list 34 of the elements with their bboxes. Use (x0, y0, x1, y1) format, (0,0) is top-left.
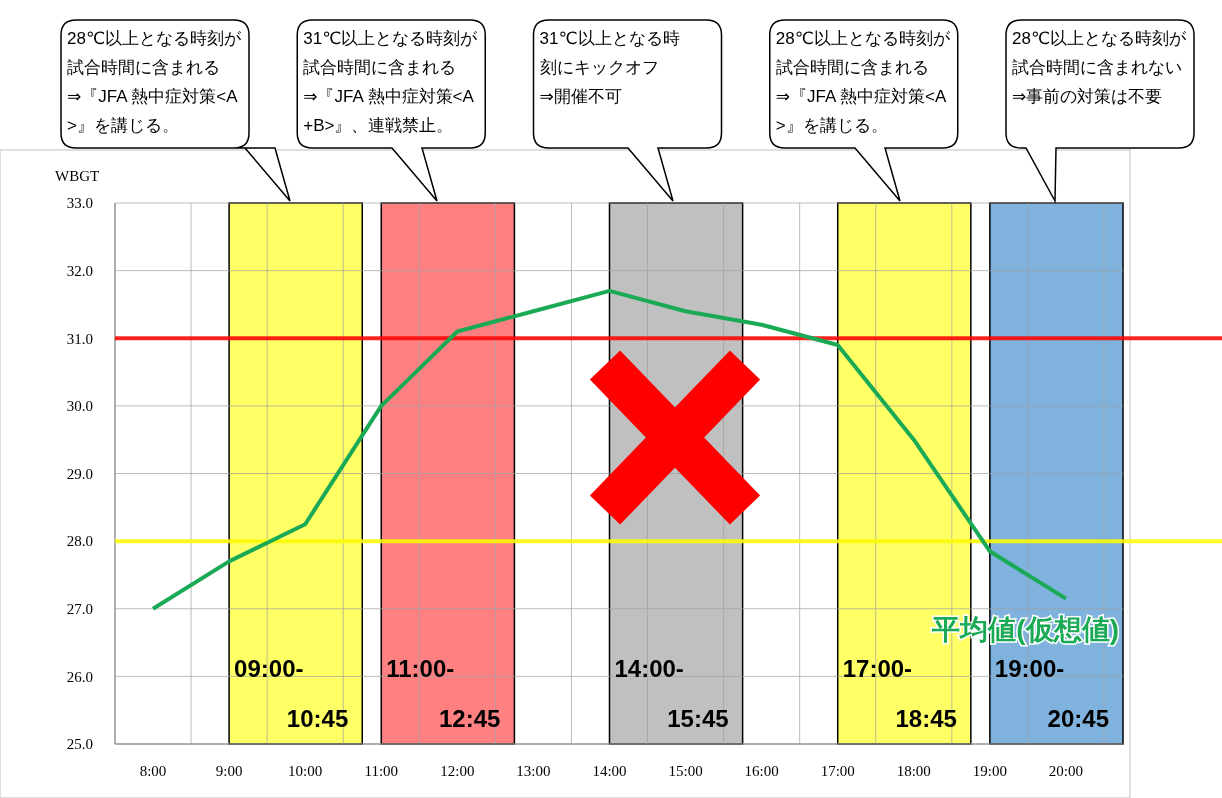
x-tick-label: 16:00 (744, 763, 779, 779)
text: 28℃以上となる時刻が試合時間に含まれない⇒事前の対策は不要 (1012, 29, 1187, 106)
y-tick-label: 28.0 (66, 533, 93, 550)
line-series (151, 288, 1068, 611)
x-tick-label: 15:00 (668, 763, 703, 779)
y-tick-label: 29.0 (66, 465, 93, 482)
band-label: 09:00- 10:45 (234, 655, 349, 732)
band-label: 14:00- 15:45 (614, 655, 729, 732)
x-tick-label: 17:00 (820, 763, 855, 779)
x-tick-label: 12:00 (440, 763, 475, 779)
y-tick-label: 33.0 (66, 195, 93, 212)
x-tick-label: 8:00 (139, 763, 167, 779)
y-tick-label: 26.0 (66, 668, 93, 685)
band-label: 19:00- 20:45 (994, 655, 1109, 732)
y-tick-label: 30.0 (66, 398, 93, 415)
y-tick-label: 27.0 (66, 601, 93, 617)
x-tick-label: 14:00 (592, 763, 627, 779)
text: 28℃以上となる時刻が試合時間に含まれる⇒『JFA 熱中症対策<A>』を講じる。 (775, 29, 951, 135)
text: 28℃以上となる時刻が試合時間に含まれる⇒『JFA 熱中症対策<A>』を講じる。 (67, 29, 242, 135)
band-label: 11:00- 12:45 (386, 655, 501, 732)
y-tick-label: 25.0 (66, 736, 93, 753)
x-tick-label: 13:00 (516, 763, 551, 779)
x-tick-label: 10:00 (288, 763, 323, 779)
y-tick-label: 31.0 (66, 330, 93, 347)
text: 31℃以上となる時刻が試合時間に含まれる⇒『JFA 熱中症対策<A+B>』、連戦禁止。 (303, 29, 479, 135)
y-axis-title: WBGT (55, 168, 100, 184)
text: 31℃以上となる時刻にキックオフ⇒開催不可 (539, 29, 680, 106)
x-tick-label: 11:00 (364, 763, 399, 779)
band-label: 17:00- 18:45 (842, 655, 957, 732)
x-tick-label: 18:00 (896, 763, 931, 779)
y-tick-label: 32.0 (66, 262, 93, 279)
x-tick-label: 20:00 (1048, 763, 1084, 779)
x-tick-label: 9:00 (215, 763, 243, 779)
x-tick-label: 19:00 (972, 763, 1007, 779)
